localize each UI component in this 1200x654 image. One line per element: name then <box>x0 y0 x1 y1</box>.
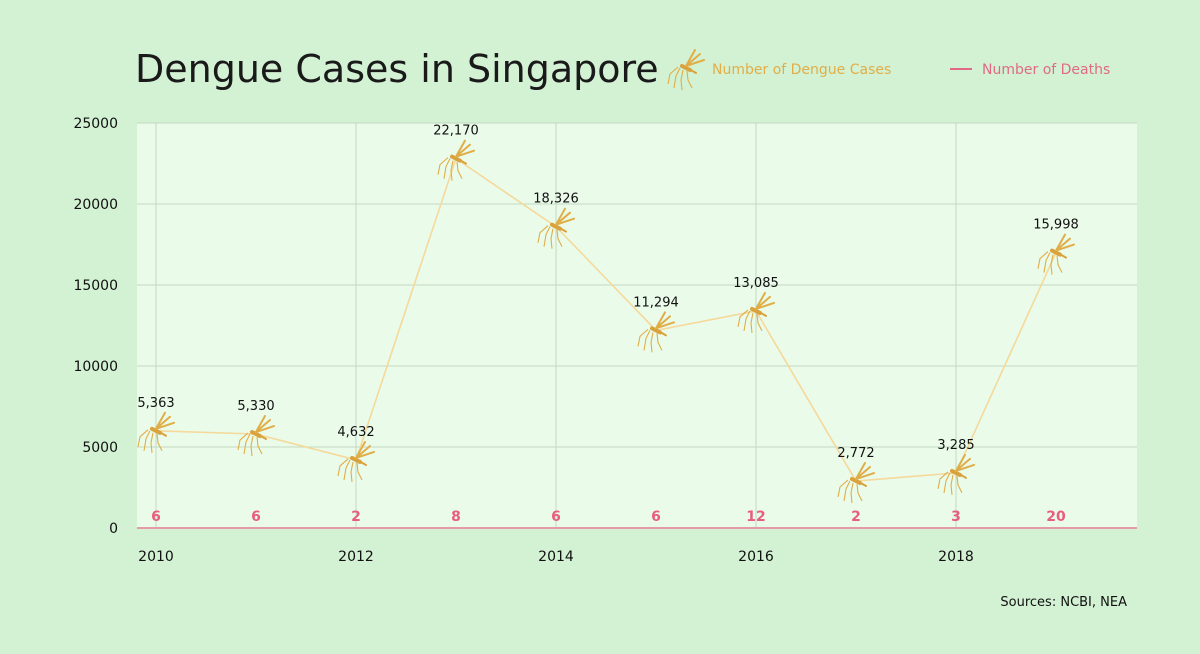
y-tick-label: 5000 <box>82 440 118 456</box>
cases-series: 5,363 5,330 4,632 22,170 18,326 11,294 13,085 2… <box>136 124 1079 506</box>
x-tick-label: 2018 <box>938 549 974 565</box>
x-axis-ticks: 2010 2012 2014 2016 2018 <box>138 549 974 565</box>
chart-title: Dengue Cases in Singapore <box>135 47 659 91</box>
y-axis-ticks: 0 5000 10000 15000 20000 25000 <box>73 116 118 537</box>
x-tick-label: 2012 <box>338 549 374 565</box>
death-data-label: 6 <box>651 509 661 525</box>
death-data-label: 2 <box>351 509 361 525</box>
case-data-label: 18,326 <box>533 192 579 207</box>
y-tick-label: 0 <box>109 521 118 537</box>
case-data-label: 15,998 <box>1033 218 1079 233</box>
case-data-label: 22,170 <box>433 124 479 139</box>
death-data-label: 2 <box>851 509 861 525</box>
y-tick-label: 15000 <box>73 278 118 294</box>
case-data-label: 5,363 <box>137 396 174 411</box>
case-data-label: 2,772 <box>837 446 874 461</box>
legend-deaths-label: Number of Deaths <box>982 62 1110 78</box>
legend-cases-label: Number of Dengue Cases <box>712 62 891 78</box>
x-tick-label: 2014 <box>538 549 574 565</box>
deaths-series: 6 6 2 8 6 6 12 2 3 20 <box>151 509 1066 525</box>
source-note: Sources: NCBI, NEA <box>1000 595 1127 610</box>
y-tick-label: 20000 <box>73 197 118 213</box>
mosquito-icon <box>666 48 706 92</box>
death-data-label: 12 <box>746 509 765 525</box>
x-tick-label: 2016 <box>738 549 774 565</box>
death-data-label: 6 <box>551 509 561 525</box>
case-data-label: 13,085 <box>733 276 779 291</box>
case-data-label: 3,285 <box>937 438 974 453</box>
legend: Number of Dengue Cases Number of Deaths <box>666 48 1110 92</box>
plot-area <box>137 123 1137 528</box>
y-tick-label: 10000 <box>73 359 118 375</box>
y-tick-label: 25000 <box>73 116 118 132</box>
death-data-label: 6 <box>251 509 261 525</box>
cases-line <box>155 157 1057 482</box>
case-data-label: 5,330 <box>237 399 274 414</box>
case-data-label: 11,294 <box>633 295 679 310</box>
x-tick-label: 2010 <box>138 549 174 565</box>
death-data-label: 8 <box>451 509 461 525</box>
death-data-label: 3 <box>951 509 961 525</box>
death-data-label: 20 <box>1046 509 1066 525</box>
death-data-label: 6 <box>151 509 161 525</box>
case-data-label: 4,632 <box>337 425 374 440</box>
